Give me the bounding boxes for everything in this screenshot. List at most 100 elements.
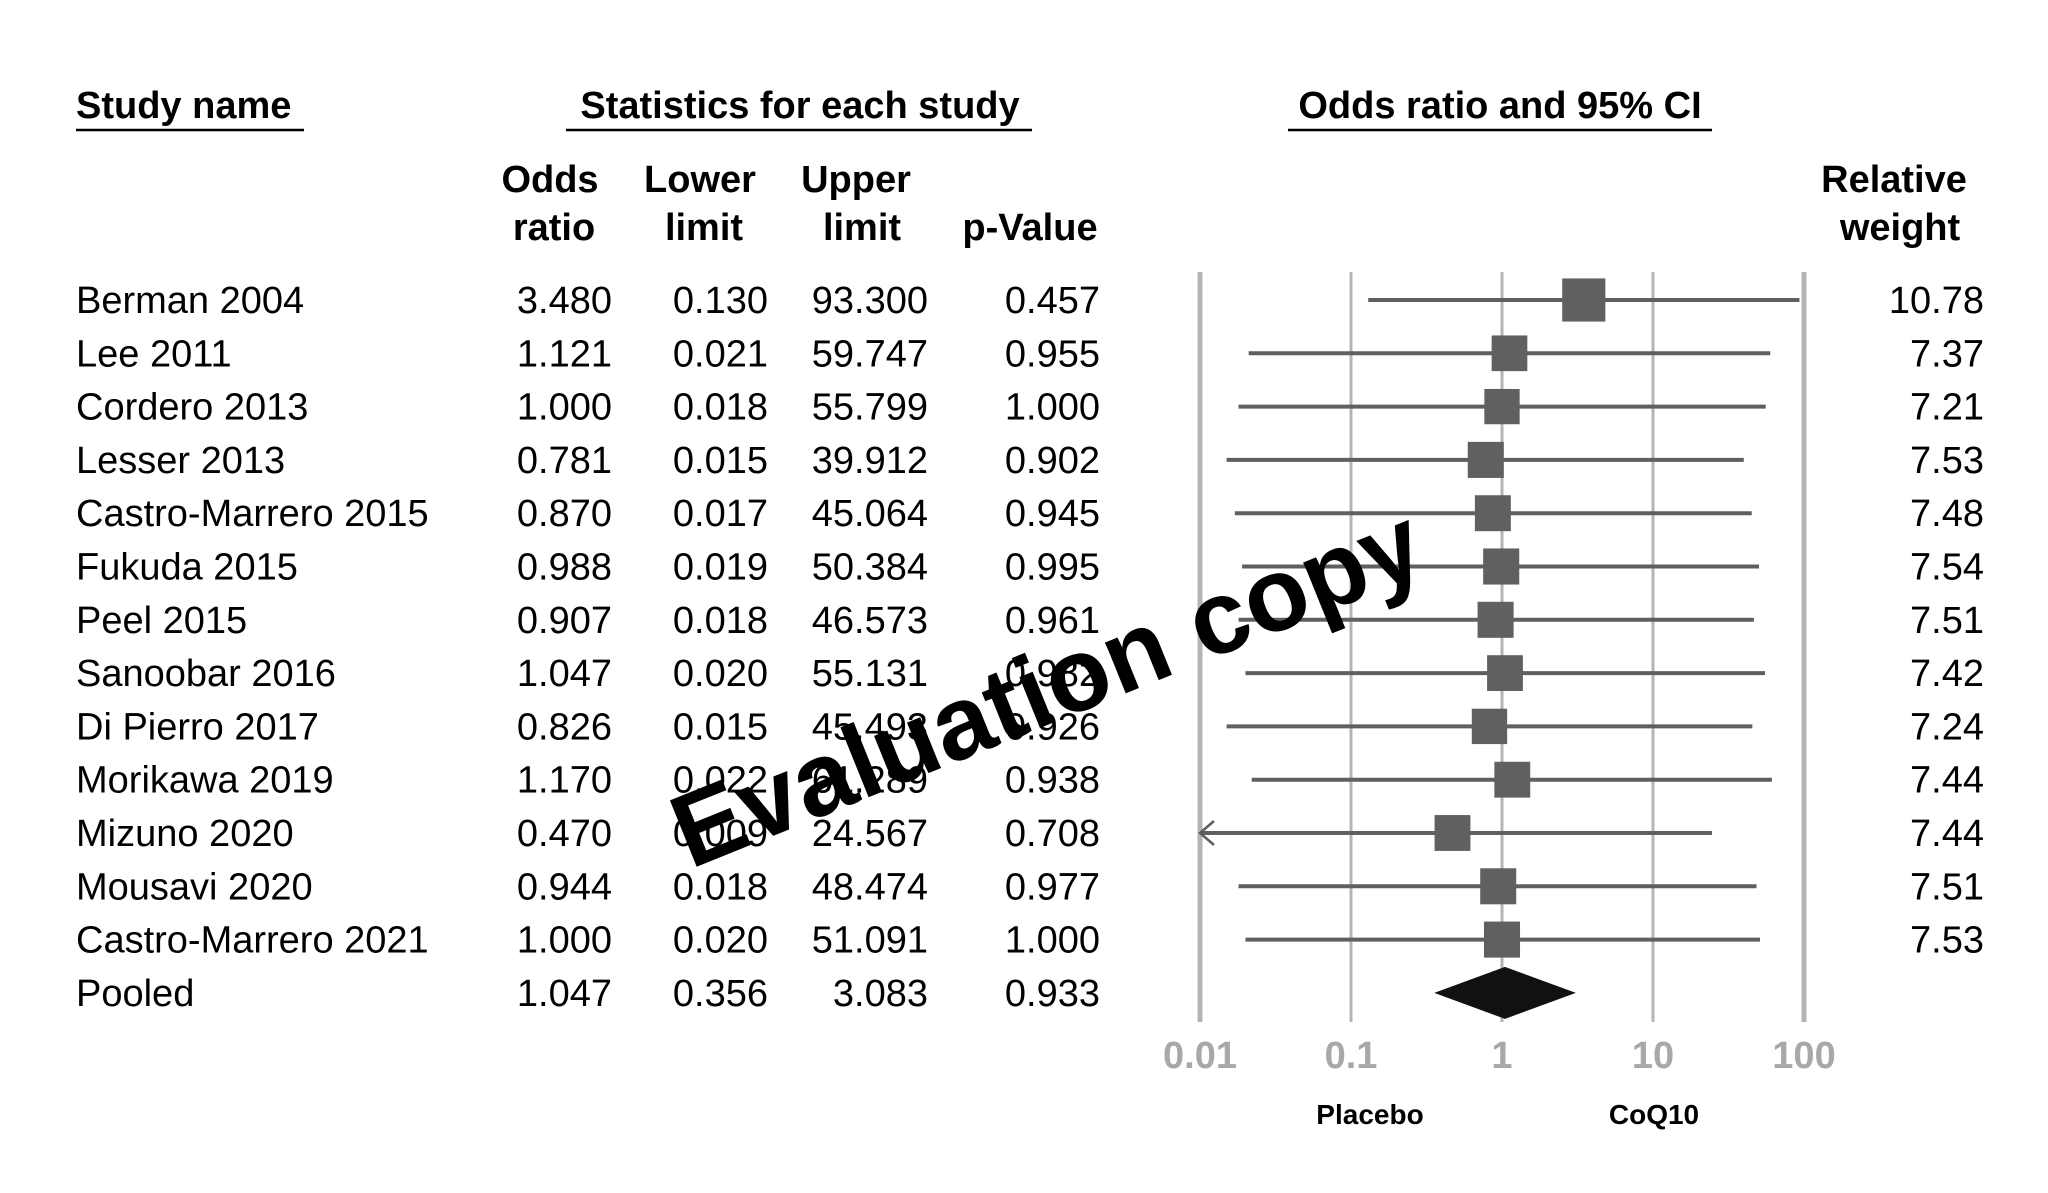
p-cell: 0.945 — [1005, 493, 1100, 535]
or-cell: 0.944 — [517, 866, 612, 908]
p-cell: 0.708 — [1005, 813, 1100, 855]
or-cell: 1.047 — [517, 653, 612, 695]
upper-cell: 24.567 — [812, 813, 928, 855]
p-cell: 1.000 — [1005, 387, 1100, 429]
study-marker — [1562, 278, 1606, 322]
or-cell: 0.826 — [517, 706, 612, 748]
weight-cell: 7.21 — [1910, 387, 1984, 429]
lower-cell: 0.018 — [673, 866, 768, 908]
confidence-intervals — [1198, 278, 1800, 1019]
lower-cell: 0.022 — [673, 760, 768, 802]
weight-cell: 7.53 — [1910, 920, 1984, 962]
study-marker — [1471, 708, 1508, 745]
x-axis: 0.01 0.1 1 10 100 — [1163, 1035, 1836, 1077]
weight-cell: 7.24 — [1910, 706, 1984, 748]
lower-cell: 0.017 — [673, 493, 768, 535]
p-cell: 0.961 — [1005, 600, 1100, 642]
study-marker — [1483, 548, 1520, 585]
study-marker — [1480, 868, 1517, 905]
weight-cell: 10.78 — [1889, 280, 1984, 322]
study-name-cell: Lesser 2013 — [76, 440, 285, 482]
ci-clip-arrow — [1198, 820, 1215, 846]
upper-cell: 55.131 — [812, 653, 928, 695]
or-col-header-2: ratio — [513, 207, 595, 249]
or-cell: 1.121 — [517, 333, 612, 375]
study-marker — [1487, 655, 1523, 692]
or-cell: 1.170 — [517, 760, 612, 802]
study-marker — [1483, 921, 1521, 958]
weight-col-header-2: weight — [1839, 207, 1961, 249]
favors-coq10-label: CoQ10 — [1609, 1099, 1699, 1130]
study-name-cell: Di Pierro 2017 — [76, 706, 319, 748]
lower-cell: 0.019 — [673, 547, 768, 589]
lower-cell: 0.020 — [673, 653, 768, 695]
x-tick-label: 100 — [1772, 1035, 1835, 1077]
weight-cell: 7.37 — [1910, 333, 1984, 375]
study-marker — [1491, 335, 1528, 372]
study-name-cell: Lee 2011 — [76, 333, 232, 375]
upper-cell: 55.799 — [812, 387, 928, 429]
study-name-cell: Cordero 2013 — [76, 387, 308, 429]
study-name-cell: Castro-Marrero 2021 — [76, 920, 429, 962]
lower-cell: 0.009 — [673, 813, 768, 855]
plot-header: Odds ratio and 95% CI — [1298, 85, 1701, 127]
study-name-cell: Sanoobar 2016 — [76, 653, 336, 695]
study-name-cell: Castro-Marrero 2015 — [76, 493, 429, 535]
study-marker — [1434, 815, 1471, 851]
or-col-header-1: Odds — [501, 159, 598, 201]
lower-cell: 0.015 — [673, 440, 768, 482]
p-cell: 0.982 — [1005, 653, 1100, 695]
study-marker — [1477, 601, 1514, 638]
study-name-header: Study name — [76, 85, 291, 127]
weight-cell: 7.54 — [1910, 547, 1984, 589]
study-name-cell: Peel 2015 — [76, 600, 247, 642]
lower-cell: 0.130 — [673, 280, 768, 322]
p-cell: 0.995 — [1005, 547, 1100, 589]
weight-cell: 7.44 — [1910, 813, 1984, 855]
weight-cell: 7.51 — [1910, 600, 1984, 642]
study-name-cell: Pooled — [76, 973, 194, 1015]
study-marker — [1467, 441, 1504, 478]
lower-cell: 0.018 — [673, 600, 768, 642]
statistics-header: Statistics for each study — [580, 85, 1019, 127]
lower-cell: 0.356 — [673, 973, 768, 1015]
study-name-cell: Mousavi 2020 — [76, 866, 313, 908]
upper-cell: 3.083 — [833, 973, 928, 1015]
lower-cell: 0.015 — [673, 706, 768, 748]
study-name-cell: Fukuda 2015 — [76, 547, 298, 589]
p-cell: 0.977 — [1005, 866, 1100, 908]
study-marker — [1494, 761, 1531, 798]
upper-cell: 51.091 — [812, 920, 928, 962]
upper-col-header-2: limit — [823, 207, 901, 249]
p-cell: 1.000 — [1005, 920, 1100, 962]
upper-cell: 50.384 — [812, 547, 928, 589]
weight-cell: 7.53 — [1910, 440, 1984, 482]
lower-cell: 0.021 — [673, 333, 768, 375]
lower-cell: 0.018 — [673, 387, 768, 429]
lower-cell: 0.020 — [673, 920, 768, 962]
weight-cell: 7.48 — [1910, 493, 1984, 535]
upper-cell: 48.474 — [812, 866, 928, 908]
x-tick-label: 0.01 — [1163, 1035, 1237, 1077]
or-cell: 1.000 — [517, 920, 612, 962]
weight-cell: 7.44 — [1910, 760, 1984, 802]
study-name-cell: Berman 2004 — [76, 280, 304, 322]
lower-col-header-1: Lower — [644, 159, 756, 201]
upper-cell: 93.300 — [812, 280, 928, 322]
p-cell: 0.933 — [1005, 973, 1100, 1015]
upper-cell: 59.747 — [812, 333, 928, 375]
weight-col-header-1: Relative — [1821, 159, 1967, 201]
study-marker — [1484, 388, 1520, 425]
p-cell: 0.938 — [1005, 760, 1100, 802]
or-cell: 0.870 — [517, 493, 612, 535]
study-name-cell: Morikawa 2019 — [76, 760, 334, 802]
p-cell: 0.955 — [1005, 333, 1100, 375]
p-cell: 0.902 — [1005, 440, 1100, 482]
upper-cell: 45.493 — [812, 706, 928, 748]
weight-cell: 7.51 — [1910, 866, 1984, 908]
or-cell: 3.480 — [517, 280, 612, 322]
study-table: Berman 2004 3.480 0.130 93.300 0.457 10.78 Lee… — [76, 280, 1984, 1015]
x-tick-label: 0.1 — [1325, 1035, 1378, 1077]
lower-col-header-2: limit — [665, 207, 743, 249]
